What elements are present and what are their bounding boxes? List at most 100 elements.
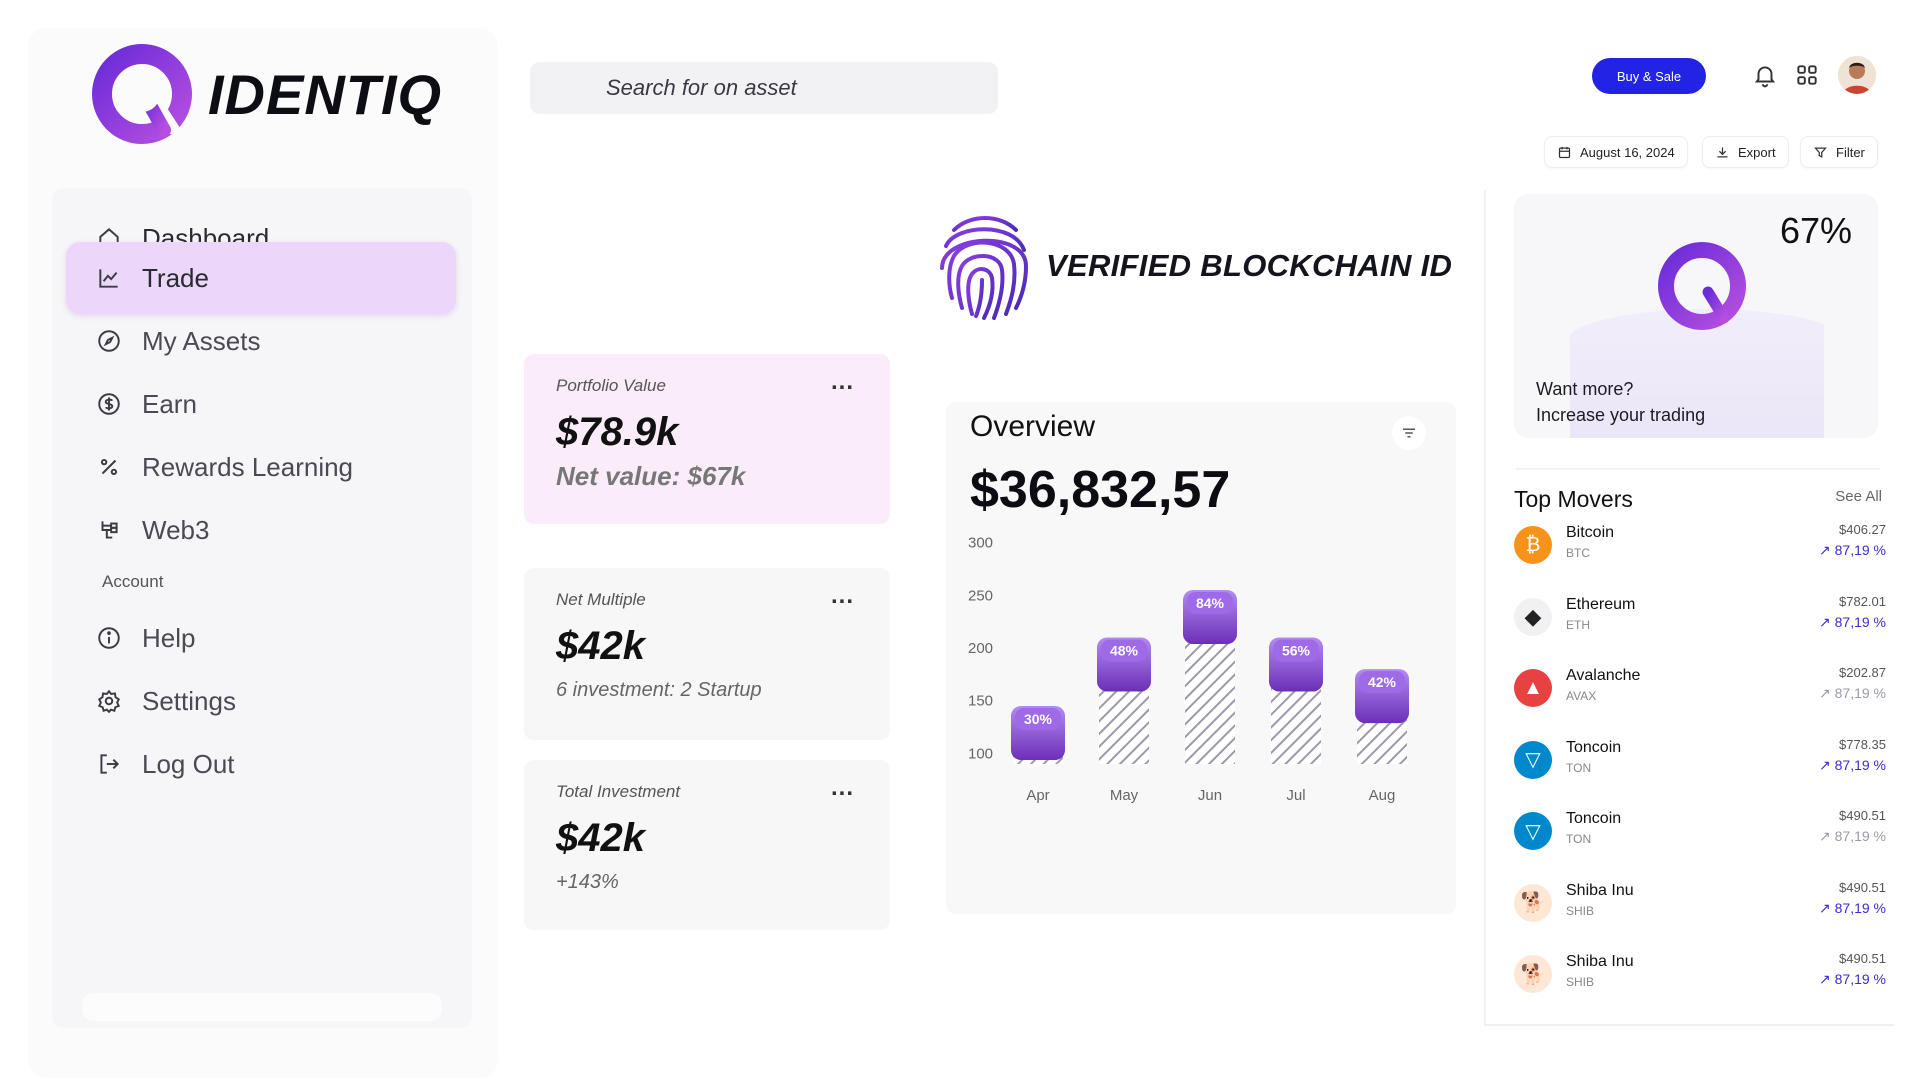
coin-price: $778.35 [1839,736,1886,752]
coin-price: $490.51 [1839,951,1886,966]
coin-glyph: ₿ [1525,533,1541,556]
sidebar-item-label: Log Out [142,748,235,779]
search-input[interactable]: Search for on asset [606,75,797,100]
card-menu-button[interactable]: ... [830,774,854,801]
funnel-icon [1814,147,1827,158]
arrow-up-right-icon: ↗ [1819,756,1835,773]
brand-name: IDENTIQ [208,62,443,126]
logout-icon [100,754,120,774]
promo-line-1: Want more? [1536,379,1634,399]
total-investment-card: Total Investment ... $42k +143% [524,760,890,930]
bar-data-label: 30% [1024,711,1053,727]
bell-icon[interactable] [1752,62,1778,88]
portfolio-value-card: Portfolio Value ... $78.9k Net value: $6… [524,354,890,524]
card-menu-button[interactable]: ... [830,582,854,609]
sidebar-item-label: Earn [142,388,197,419]
coin-symbol: BTC [1566,546,1590,560]
sidebar-item-my-assets[interactable]: My Assets [66,305,456,377]
sidebar-footer [82,993,442,1021]
dollar-coin-icon [98,393,120,415]
coin-change: ↗ 87,19 % [1819,900,1886,917]
sidebar-item-log-out[interactable]: Log Out [66,728,456,800]
net-multiple-card: Net Multiple ... $42k 6 investment: 2 St… [524,568,890,740]
coin-change-value: 87,19 % [1834,613,1886,630]
export-button[interactable]: Export [1702,136,1789,168]
brand-logo[interactable]: IDENTIQ [92,44,442,144]
see-all-link[interactable]: See All [1835,488,1882,505]
card-value: $42k [556,816,645,860]
coin-price: $406.27 [1839,522,1886,537]
buy-sale-button[interactable]: Buy & Sale [1592,58,1706,94]
arrow-up-right-icon: ↗ [1819,828,1835,844]
bar-label-pill [1101,639,1147,662]
card-title: Portfolio Value [556,376,666,395]
card-value: $42k [556,624,645,668]
sidebar-item-rewards-learning[interactable]: Rewards Learning [66,431,456,503]
export-label: Export [1738,144,1776,160]
list-item[interactable]: 🐕 Shiba Inu SHIB $490.51 ↗ 87,19 % [1514,947,1886,1003]
bar-label-pill [1273,639,1319,662]
coin-glyph: ◆ [1524,603,1542,629]
coin-symbol: ETH [1566,617,1590,632]
arrow-up-right-icon: ↗ [1819,899,1835,916]
coin-price: $490.51 [1839,808,1886,823]
coin-name: Toncoin [1566,810,1622,827]
sidebar-item-trade[interactable]: Trade [66,242,456,314]
coin-icon: 🐕 [1514,955,1552,993]
sidebar-item-settings[interactable]: Settings [66,665,456,737]
sidebar-item-earn[interactable]: Earn [66,368,456,440]
promo-illustration [1570,242,1824,438]
search-bar[interactable]: Search for on asset [530,62,998,114]
date-picker[interactable]: August 16, 2024 [1544,136,1688,168]
sidebar-item-label: Trade [142,262,209,293]
y-tick-label: 150 [968,693,993,710]
verified-badge: VERIFIED BLOCKCHAIN ID [936,210,1452,322]
filter-label: Filter [1836,144,1865,160]
overview-title: Overview [970,410,1096,443]
coin-glyph: ▽ [1525,820,1541,843]
coin-change-value: 87,19 % [1834,542,1886,558]
list-item[interactable]: ▽ Toncoin TON $490.51 ↗ 87,19 % [1514,804,1886,860]
coin-name: Toncoin [1566,738,1622,756]
coin-symbol: AVAX [1566,689,1597,703]
y-tick-label: 250 [968,587,993,604]
x-tick-label: Jul [1286,787,1305,804]
arrow-up-right-icon: ↗ [1819,613,1835,630]
arrow-up-right-icon: ↗ [1819,971,1835,987]
list-item[interactable]: ▽ Toncoin TON $778.35 ↗ 87,19 % [1514,733,1886,789]
promo-card[interactable]: 67% Want more? Increase your trading [1514,194,1878,438]
sidebar-item-label: Web3 [142,514,210,545]
download-icon [1717,147,1728,157]
overview-filter-button[interactable] [1392,416,1426,450]
x-tick-label: Aug [1369,787,1396,804]
sort-icon [1403,428,1415,438]
list-item[interactable]: 🐕 Shiba Inu SHIB $490.51 ↗ 87,19 % [1514,876,1886,932]
coin-glyph: 🐕 [1520,963,1546,986]
bar-data-label: 48% [1110,642,1139,658]
card-subtitle: +143% [556,871,619,893]
coin-change-value: 87,19 % [1834,756,1886,773]
coin-glyph: ▽ [1525,749,1541,771]
coin-glyph: 🐕 [1520,892,1546,914]
card-title: Net Multiple [556,590,646,609]
sidebar-item-help[interactable]: Help [66,602,456,674]
filter-button[interactable]: Filter [1800,136,1878,168]
overview-bar-chart: 300 250 200 150 100 30% Apr 48% May 84% Jun 56% Jul 4… [968,535,1409,804]
list-item[interactable]: ₿ Bitcoin BTC $406.27 ↗ 87,19 % [1514,518,1886,574]
coin-price: $490.51 [1839,879,1886,895]
coin-change-value: 87,19 % [1834,971,1886,987]
x-tick-label: May [1110,787,1139,804]
grid-icon[interactable] [1794,62,1820,88]
coin-symbol: SHIB [1566,975,1595,989]
coin-change: ↗ 87,19 % [1819,971,1886,988]
list-item[interactable]: ▲ Avalanche AVAX $202.87 ↗ 87,19 % [1514,661,1886,717]
coin-change-value: 87,19 % [1834,828,1886,844]
card-menu-button[interactable]: ... [830,368,854,395]
list-item[interactable]: ◆ Ethereum ETH $782.01 ↗ 87,19 % [1514,590,1886,646]
coin-name: Ethereum [1566,595,1636,613]
x-tick-label: Apr [1026,787,1049,804]
coin-change: ↗ 87,19 % [1819,828,1886,845]
card-value: $78.9k [556,410,679,454]
avatar[interactable] [1838,56,1876,94]
sidebar-item-web3[interactable]: Web3 [66,494,456,566]
